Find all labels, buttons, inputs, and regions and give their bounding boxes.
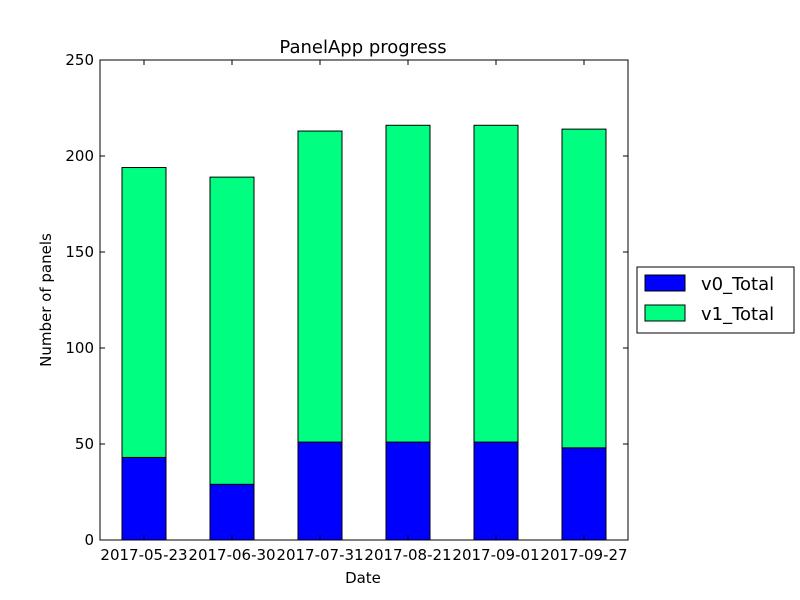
y-axis: 0 50 100 150 200 250 [65,51,628,549]
bar-v1_Total-2017-05-23 [121,167,167,458]
y-tick-label: 100 [65,339,94,357]
legend-label-v1_Total: v1_Total [701,304,774,325]
y-tick-label: 200 [65,147,94,165]
x-axis: 2017-05-23 2017-06-30 2017-07-31 2017-08-21… [100,60,628,564]
y-tick-label: 250 [65,51,94,69]
x-tick-label: 2017-08-21 [364,546,451,564]
x-tick-label: 2017-09-27 [540,546,627,564]
bar-v1_Total-2017-06-30 [209,176,255,485]
bar-v0_Total-2017-09-01 [473,441,519,541]
y-tick-label: 0 [84,531,94,549]
bars-group [121,124,607,541]
bar-v1_Total-2017-09-01 [473,124,519,443]
x-tick-label: 2017-06-30 [188,546,275,564]
y-tick-label: 150 [65,243,94,261]
legend-label-v0_Total: v0_Total [701,274,774,295]
x-tick-label: 2017-09-01 [452,546,539,564]
bar-v0_Total-2017-08-21 [385,441,431,541]
bar-v1_Total-2017-07-31 [297,130,343,443]
bar-v0_Total-2017-07-31 [297,441,343,541]
bar-v0_Total-2017-05-23 [121,456,167,541]
y-tick-label: 50 [75,435,94,453]
plot-frame [99,59,629,541]
bar-v1_Total-2017-08-21 [385,124,431,443]
x-tick-label: 2017-05-23 [100,546,187,564]
legend-swatch-v1_Total [644,304,686,322]
y-axis-title: Number of panels [37,233,55,367]
legend-swatch-v0_Total [644,274,686,292]
bar-v0_Total-2017-06-30 [209,483,255,541]
x-tick-label: 2017-07-31 [276,546,363,564]
legend: v0_Total v1_Total [636,266,795,334]
bar-v1_Total-2017-09-27 [561,128,607,449]
chart-title: PanelApp progress [279,37,446,58]
x-axis-title: Date [345,569,381,587]
bar-v0_Total-2017-09-27 [561,447,607,541]
